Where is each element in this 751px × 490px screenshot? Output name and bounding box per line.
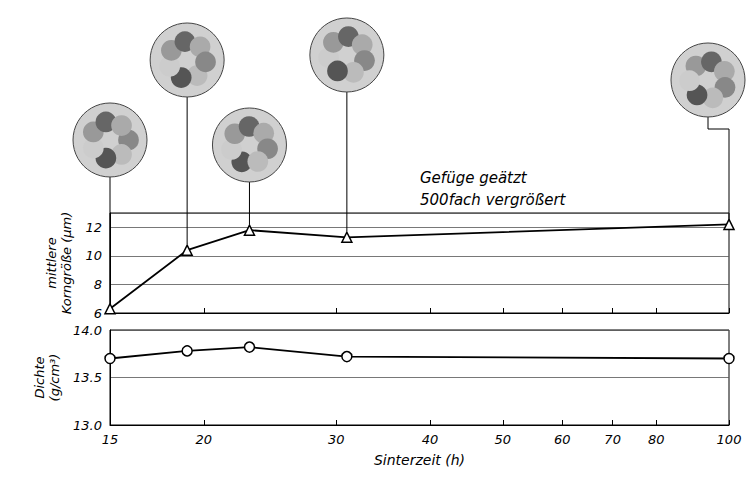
svg-text:8: 8 (94, 277, 102, 292)
svg-text:40: 40 (422, 432, 439, 447)
svg-text:80: 80 (648, 432, 665, 447)
svg-text:13.5: 13.5 (73, 370, 102, 385)
svg-text:500fach vergrößert: 500fach vergrößert (420, 191, 567, 209)
svg-text:12: 12 (85, 220, 102, 235)
svg-text:30: 30 (328, 432, 345, 447)
svg-text:15: 15 (102, 432, 119, 447)
svg-text:20: 20 (196, 432, 213, 447)
svg-text:(g/cm³): (g/cm³) (47, 354, 62, 402)
svg-text:mittlere: mittlere (44, 237, 59, 288)
svg-text:10: 10 (85, 248, 102, 263)
svg-text:Sinterzeit (h): Sinterzeit (h) (374, 452, 465, 468)
svg-text:Gefüge geätzt: Gefüge geätzt (420, 169, 528, 187)
svg-text:60: 60 (554, 432, 571, 447)
svg-text:Korngröße (µm): Korngröße (µm) (59, 212, 74, 315)
svg-text:14.0: 14.0 (73, 323, 102, 338)
svg-text:6: 6 (94, 306, 102, 321)
svg-text:Dichte: Dichte (32, 356, 47, 398)
svg-text:70: 70 (604, 432, 621, 447)
svg-text:13.0: 13.0 (73, 418, 102, 433)
svg-text:50: 50 (495, 432, 512, 447)
svg-text:100: 100 (717, 432, 742, 447)
